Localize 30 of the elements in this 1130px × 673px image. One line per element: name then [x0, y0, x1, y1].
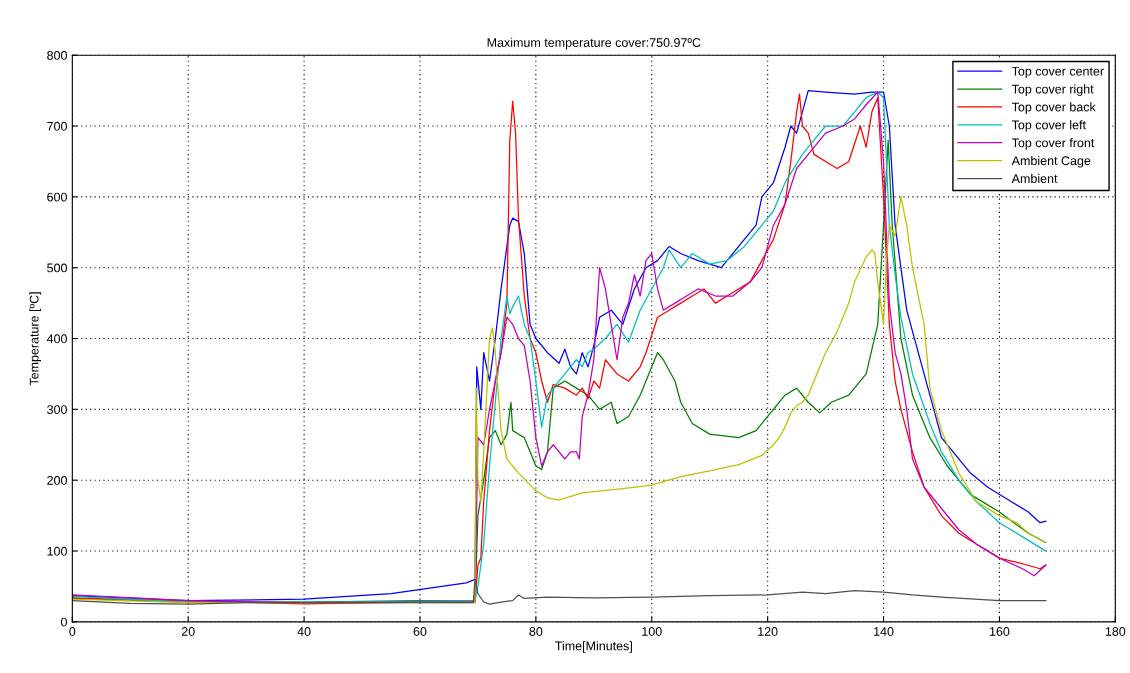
x-tick-label: 40 [297, 627, 311, 636]
legend-label: Ambient Cage [1011, 155, 1091, 168]
x-tick-label: 60 [413, 627, 427, 636]
x-tick-label: 120 [758, 627, 778, 636]
y-tick-label: 200 [47, 475, 67, 485]
y-tick-label: 600 [47, 192, 67, 202]
y-tick-label: 300 [47, 405, 67, 414]
x-axis-title: Time[Minutes] [555, 641, 632, 653]
legend-label: Ambient [1011, 173, 1058, 184]
y-tick-label: 700 [47, 121, 67, 131]
x-tick-label: 100 [642, 627, 662, 636]
y-tick-label: 400 [46, 334, 67, 344]
x-tick-label: 0 [69, 627, 76, 636]
x-tick-label: 180 [1105, 627, 1126, 636]
y-tick-label: 800 [47, 50, 67, 60]
y-axis-title: Temperature [ºC] [29, 292, 42, 386]
legend-label: Top cover center [1011, 66, 1104, 79]
x-tick-label: 80 [529, 627, 543, 636]
x-tick-label: 140 [874, 627, 894, 636]
legend-label: Top cover left [1011, 120, 1086, 132]
x-tick-label: 160 [989, 627, 1010, 636]
y-tick-label: 500 [47, 263, 67, 273]
chart-title: Maximum temperature cover:750.97ºC [487, 37, 701, 50]
legend-label: Top cover right [1011, 84, 1094, 96]
legend-label: Top cover front [1011, 138, 1095, 150]
line-series [72, 578, 1047, 605]
legend-label: Top cover back [1011, 102, 1096, 114]
x-tick-label: 20 [181, 627, 195, 636]
y-tick-label: 0 [61, 617, 67, 627]
y-tick-label: 100 [47, 546, 67, 556]
